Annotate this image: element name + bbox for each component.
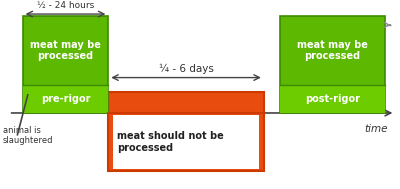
Bar xyxy=(113,115,259,169)
Bar xyxy=(280,16,385,113)
Bar xyxy=(23,16,108,113)
Text: meat should not be
processed: meat should not be processed xyxy=(117,131,224,153)
Text: ½ - 24 hours: ½ - 24 hours xyxy=(37,1,94,10)
Text: time: time xyxy=(364,124,387,134)
Bar xyxy=(108,92,264,171)
Text: meat may be
processed: meat may be processed xyxy=(297,40,368,61)
Bar xyxy=(23,85,108,113)
Bar xyxy=(280,85,385,113)
Text: animal is
slaughtered: animal is slaughtered xyxy=(3,126,53,145)
Text: pre-rigor: pre-rigor xyxy=(41,94,90,104)
Text: rigor mortis: rigor mortis xyxy=(148,98,224,108)
Text: post-rigor: post-rigor xyxy=(305,94,360,104)
Text: meat may be
processed: meat may be processed xyxy=(30,40,101,61)
Text: ¼ - 6 days: ¼ - 6 days xyxy=(159,64,214,74)
